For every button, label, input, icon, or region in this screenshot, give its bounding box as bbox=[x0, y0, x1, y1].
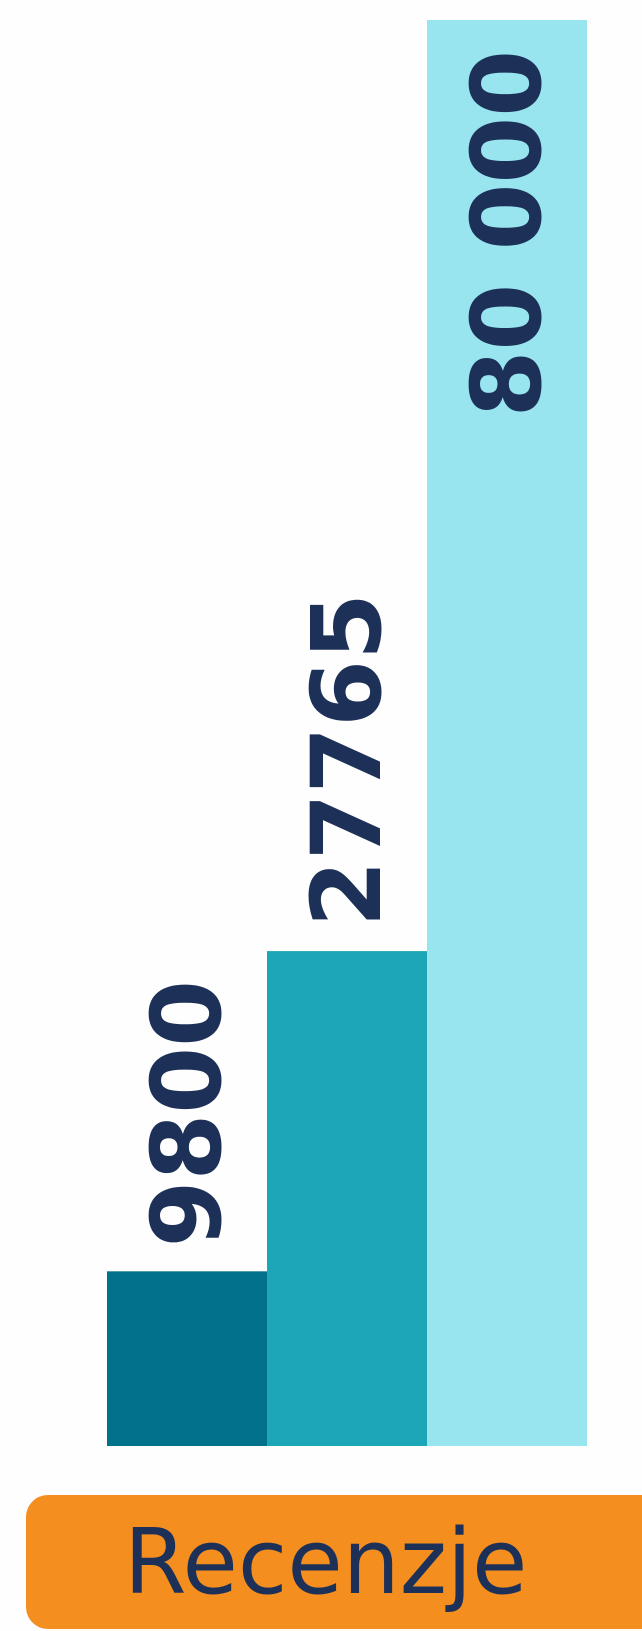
bar-chart: 9800 27765 80 000 bbox=[107, 20, 587, 1446]
reviews-button[interactable]: Recenzje bbox=[26, 1495, 642, 1629]
bar-value-label-3: 80 000 bbox=[451, 50, 563, 417]
bar-3 bbox=[427, 20, 587, 1446]
bar-2 bbox=[267, 951, 427, 1446]
reviews-button-label: Recenzje bbox=[124, 1509, 528, 1615]
bar-value-label-2: 27765 bbox=[291, 593, 403, 927]
bar-1 bbox=[107, 1271, 267, 1446]
bar-value-label-1: 9800 bbox=[131, 980, 243, 1247]
